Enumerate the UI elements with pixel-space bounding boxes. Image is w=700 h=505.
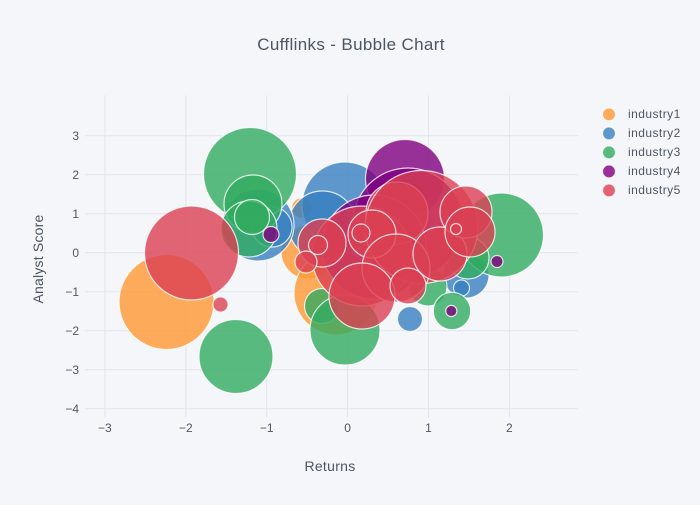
- svg-text:−1: −1: [260, 421, 274, 435]
- svg-text:industry5: industry5: [628, 183, 681, 197]
- svg-text:0: 0: [344, 421, 351, 435]
- svg-text:3: 3: [72, 129, 79, 143]
- svg-text:−3: −3: [65, 363, 79, 377]
- svg-text:2: 2: [506, 421, 513, 435]
- svg-text:−3: −3: [98, 421, 112, 435]
- svg-text:−2: −2: [65, 324, 79, 338]
- svg-text:−1: −1: [65, 285, 79, 299]
- svg-text:industry2: industry2: [628, 126, 681, 140]
- svg-text:industry4: industry4: [628, 164, 681, 178]
- svg-text:−2: −2: [179, 421, 193, 435]
- svg-text:−4: −4: [65, 402, 79, 416]
- svg-text:industry3: industry3: [628, 145, 681, 159]
- svg-text:0: 0: [72, 246, 79, 260]
- svg-text:2: 2: [72, 168, 79, 182]
- svg-text:Returns: Returns: [304, 458, 355, 474]
- svg-text:Analyst Score: Analyst Score: [30, 215, 46, 304]
- svg-text:Cufflinks - Bubble Chart: Cufflinks - Bubble Chart: [257, 35, 445, 54]
- svg-text:1: 1: [72, 207, 79, 221]
- svg-text:industry1: industry1: [628, 107, 681, 121]
- svg-text:1: 1: [425, 421, 432, 435]
